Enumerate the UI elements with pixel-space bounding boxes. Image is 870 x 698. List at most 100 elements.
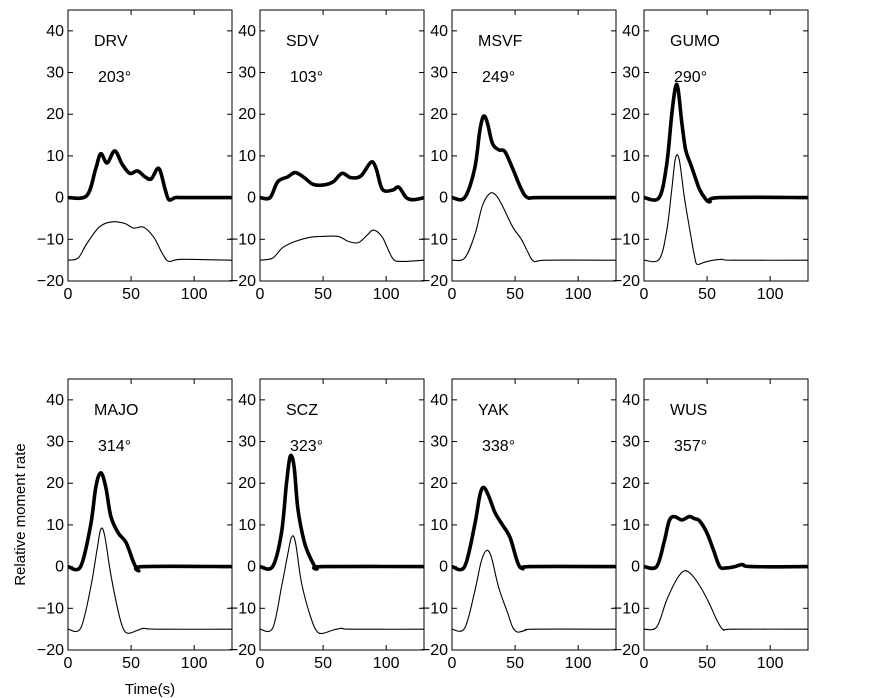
y-tick-label: 30 bbox=[238, 65, 256, 82]
plot-frame bbox=[643, 9, 809, 282]
y-tick-label: −10 bbox=[421, 600, 448, 617]
y-tick-label: −20 bbox=[229, 273, 256, 290]
x-tick-label: 100 bbox=[565, 655, 592, 672]
y-tick-label: 0 bbox=[247, 559, 256, 576]
x-tick-label: 0 bbox=[256, 655, 265, 672]
thin-series-line bbox=[260, 229, 424, 263]
x-tick-label: 0 bbox=[256, 286, 265, 303]
y-tick-label: 40 bbox=[430, 23, 448, 40]
thin-series-line bbox=[452, 549, 616, 633]
x-tick-label: 50 bbox=[698, 286, 716, 303]
y-tick-label: −10 bbox=[229, 231, 256, 248]
y-tick-label: 10 bbox=[430, 148, 448, 165]
x-tick-label: 0 bbox=[64, 286, 73, 303]
thick-series-line bbox=[452, 114, 616, 202]
y-tick-label: 20 bbox=[430, 106, 448, 123]
thick-series-line bbox=[68, 471, 232, 573]
panel-gumo: −20 −10 0 10 20 30 40 0 50 100 GUMO 290° bbox=[613, 9, 809, 303]
y-tick-label: 40 bbox=[622, 23, 640, 40]
station-label: MSVF bbox=[478, 33, 523, 50]
thin-series-line bbox=[644, 570, 808, 632]
thin-series-line bbox=[68, 221, 232, 263]
azimuth-label: 357° bbox=[674, 438, 707, 455]
x-tick-label: 50 bbox=[506, 286, 524, 303]
panel-drv: −20 −10 0 10 20 30 40 0 50 100 DRV 203° bbox=[37, 9, 233, 303]
x-tick-label: 0 bbox=[64, 655, 73, 672]
x-tick-label: 50 bbox=[314, 655, 332, 672]
x-tick-label: 100 bbox=[181, 655, 208, 672]
azimuth-label: 314° bbox=[98, 438, 131, 455]
y-tick-label: 20 bbox=[430, 475, 448, 492]
thin-series-line bbox=[644, 154, 808, 266]
y-tick-label: −20 bbox=[613, 273, 640, 290]
plot-frame bbox=[451, 378, 617, 651]
plot-frame bbox=[67, 9, 233, 282]
y-tick-label: 0 bbox=[439, 190, 448, 207]
y-tick-label: 30 bbox=[46, 65, 64, 82]
y-tick-label: −20 bbox=[421, 273, 448, 290]
thick-series-line bbox=[260, 453, 424, 571]
thick-series-line bbox=[644, 514, 808, 571]
azimuth-label: 338° bbox=[482, 438, 515, 455]
thin-series-line bbox=[260, 535, 424, 635]
x-tick-label: 0 bbox=[448, 655, 457, 672]
y-tick-label: 0 bbox=[55, 559, 64, 576]
station-label: SCZ bbox=[286, 402, 318, 419]
plot-frame bbox=[643, 378, 809, 651]
x-tick-label: 50 bbox=[314, 286, 332, 303]
y-tick-label: 0 bbox=[247, 190, 256, 207]
station-label: GUMO bbox=[670, 33, 720, 50]
y-tick-label: −10 bbox=[421, 231, 448, 248]
y-tick-label: −10 bbox=[229, 600, 256, 617]
panel-yak: −20 −10 0 10 20 30 40 0 50 100 YAK 338° bbox=[421, 378, 617, 672]
azimuth-label: 249° bbox=[482, 69, 515, 86]
panel-wus: −20 −10 0 10 20 30 40 0 50 100 WUS 357° bbox=[613, 378, 809, 672]
thick-series-line bbox=[452, 485, 616, 572]
y-tick-label: 30 bbox=[622, 65, 640, 82]
y-tick-label: 0 bbox=[55, 190, 64, 207]
y-tick-label: 20 bbox=[46, 475, 64, 492]
y-tick-label: 40 bbox=[238, 23, 256, 40]
y-tick-label: 10 bbox=[622, 517, 640, 534]
y-tick-label: 10 bbox=[46, 148, 64, 165]
x-tick-label: 0 bbox=[640, 286, 649, 303]
azimuth-label: 203° bbox=[98, 69, 131, 86]
y-tick-label: 30 bbox=[46, 434, 64, 451]
azimuth-label: 103° bbox=[290, 69, 323, 86]
panel-majo: −20 −10 0 10 20 30 40 0 50 100 MAJO 314° bbox=[37, 378, 233, 672]
y-tick-label: 20 bbox=[622, 475, 640, 492]
station-label: DRV bbox=[94, 33, 128, 50]
y-tick-label: 10 bbox=[238, 148, 256, 165]
panel-scz: −20 −10 0 10 20 30 40 0 50 100 SCZ 323° bbox=[229, 378, 425, 672]
station-label: SDV bbox=[286, 33, 319, 50]
azimuth-label: 323° bbox=[290, 438, 323, 455]
y-tick-label: 30 bbox=[430, 65, 448, 82]
y-tick-label: 10 bbox=[46, 517, 64, 534]
y-axis-title: Relative moment rate bbox=[12, 443, 29, 586]
thin-series-line bbox=[68, 527, 232, 634]
y-tick-label: −10 bbox=[613, 600, 640, 617]
panel-msvf: −20 −10 0 10 20 30 40 0 50 100 MSVF 249° bbox=[421, 9, 617, 303]
plot-frame bbox=[451, 9, 617, 282]
y-tick-label: 10 bbox=[238, 517, 256, 534]
x-tick-label: 50 bbox=[698, 655, 716, 672]
thin-series-line bbox=[452, 192, 616, 263]
y-tick-label: 20 bbox=[238, 475, 256, 492]
x-tick-label: 0 bbox=[640, 655, 649, 672]
y-tick-label: −20 bbox=[613, 642, 640, 659]
panel-sdv: −20 −10 0 10 20 30 40 0 50 100 SDV 103° bbox=[229, 9, 425, 303]
y-tick-label: 20 bbox=[622, 106, 640, 123]
y-tick-label: 20 bbox=[46, 106, 64, 123]
y-tick-label: 20 bbox=[238, 106, 256, 123]
y-tick-label: 40 bbox=[46, 23, 64, 40]
x-tick-label: 100 bbox=[373, 286, 400, 303]
y-tick-label: −10 bbox=[37, 600, 64, 617]
plot-frame bbox=[259, 9, 425, 282]
x-tick-label: 50 bbox=[122, 286, 140, 303]
x-tick-label: 100 bbox=[757, 655, 784, 672]
station-label: WUS bbox=[670, 402, 707, 419]
y-tick-label: 10 bbox=[430, 517, 448, 534]
azimuth-label: 290° bbox=[674, 69, 707, 86]
plot-frame bbox=[259, 378, 425, 651]
